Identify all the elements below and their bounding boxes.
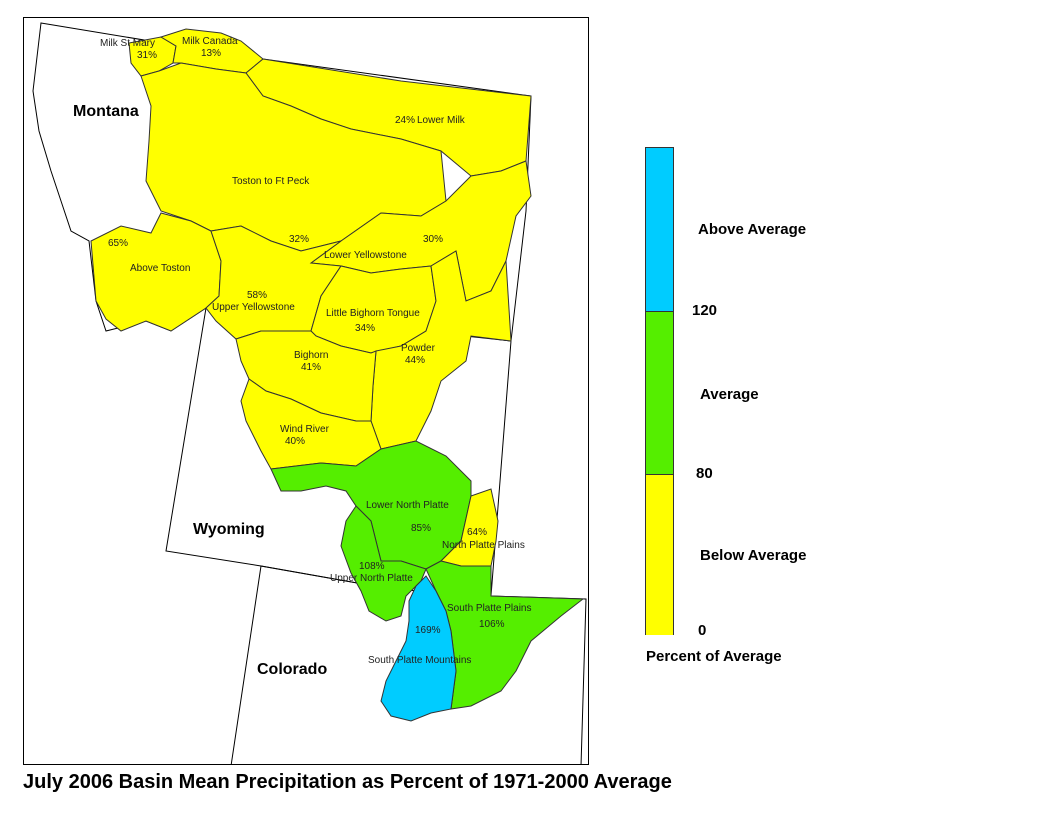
basin-upper-north-platte (340, 505, 427, 622)
basin-value-above-toston: 65% (108, 238, 128, 249)
basin-name-little-bighorn-tongue: Little Bighorn Tongue (326, 308, 420, 319)
basin-value-lower-milk: 24% (395, 115, 415, 126)
basin-value-toston-ft-peck: 32% (289, 234, 309, 245)
basin-name-south-platte-mountains: South Platte Mountains (368, 655, 471, 666)
legend-swatch-average (646, 311, 673, 475)
state-label-montana: Montana (73, 103, 139, 120)
basin-south-platte-mountains (380, 575, 457, 722)
legend-label-below: Below Average (700, 547, 807, 564)
basin-value-lower-yellowstone: 30% (423, 234, 443, 245)
basin-name-upper-north-platte: Upper North Platte (330, 573, 413, 584)
state-label-colorado: Colorado (257, 661, 327, 678)
basin-value-upper-north-platte: 108% (359, 561, 385, 572)
legend-tick-120: 120 (692, 302, 718, 319)
basin-value-wind-river: 40% (285, 436, 305, 447)
basin-name-upper-yellowstone: Upper Yellowstone (212, 302, 295, 313)
basin-name-bighorn: Bighorn (294, 350, 328, 361)
legend-label-above: Above Average (698, 221, 807, 238)
basin-value-powder: 44% (405, 355, 425, 366)
basin-value-bighorn: 41% (301, 362, 321, 373)
basin-name-milk-st-mary: Milk St Mary (100, 38, 155, 49)
state-label-wyoming: Wyoming (193, 521, 265, 538)
legend-label-average: Average (700, 386, 759, 403)
basin-value-little-bighorn-tongue: 34% (355, 323, 375, 334)
legend-swatch-above (646, 148, 673, 311)
legend-tick-80: 80 (696, 465, 713, 482)
basin-value-south-platte-plains: 106% (479, 619, 505, 630)
basin-map: Montana Wyoming Colorado Milk St Mary 31… (32, 22, 587, 764)
basin-value-milk-st-mary: 31% (137, 50, 157, 61)
basin-name-lower-milk: Lower Milk (417, 115, 466, 126)
basin-name-above-toston: Above Toston (130, 263, 190, 274)
basin-name-lower-north-platte: Lower North Platte (366, 500, 449, 511)
map-frame: Montana Wyoming Colorado Milk St Mary 31… (23, 17, 589, 765)
legend-swatch-below (646, 474, 673, 635)
basin-name-milk-canada: Milk Canada (182, 36, 238, 47)
basin-name-powder: Powder (401, 343, 436, 354)
basin-name-wind-river: Wind River (280, 424, 330, 435)
basin-powder (370, 250, 512, 450)
basin-name-south-platte-plains: South Platte Plains (447, 603, 532, 614)
basin-name-lower-yellowstone: Lower Yellowstone (324, 250, 407, 261)
basin-value-north-platte-plains: 64% (467, 527, 487, 538)
basin-value-lower-north-platte: 85% (411, 523, 431, 534)
basin-name-north-platte-plains: North Platte Plains (442, 540, 525, 551)
basin-value-milk-canada: 13% (201, 48, 221, 59)
legend-caption: Percent of Average (646, 648, 782, 665)
basin-name-toston-ft-peck: Toston to Ft Peck (232, 176, 310, 187)
basin-value-upper-yellowstone: 58% (247, 290, 267, 301)
legend-tick-0: 0 (698, 622, 707, 639)
basin-value-south-platte-mountains: 169% (415, 625, 441, 636)
map-title: July 2006 Basin Mean Precipitation as Pe… (23, 771, 672, 793)
legend-color-bar (645, 147, 674, 635)
